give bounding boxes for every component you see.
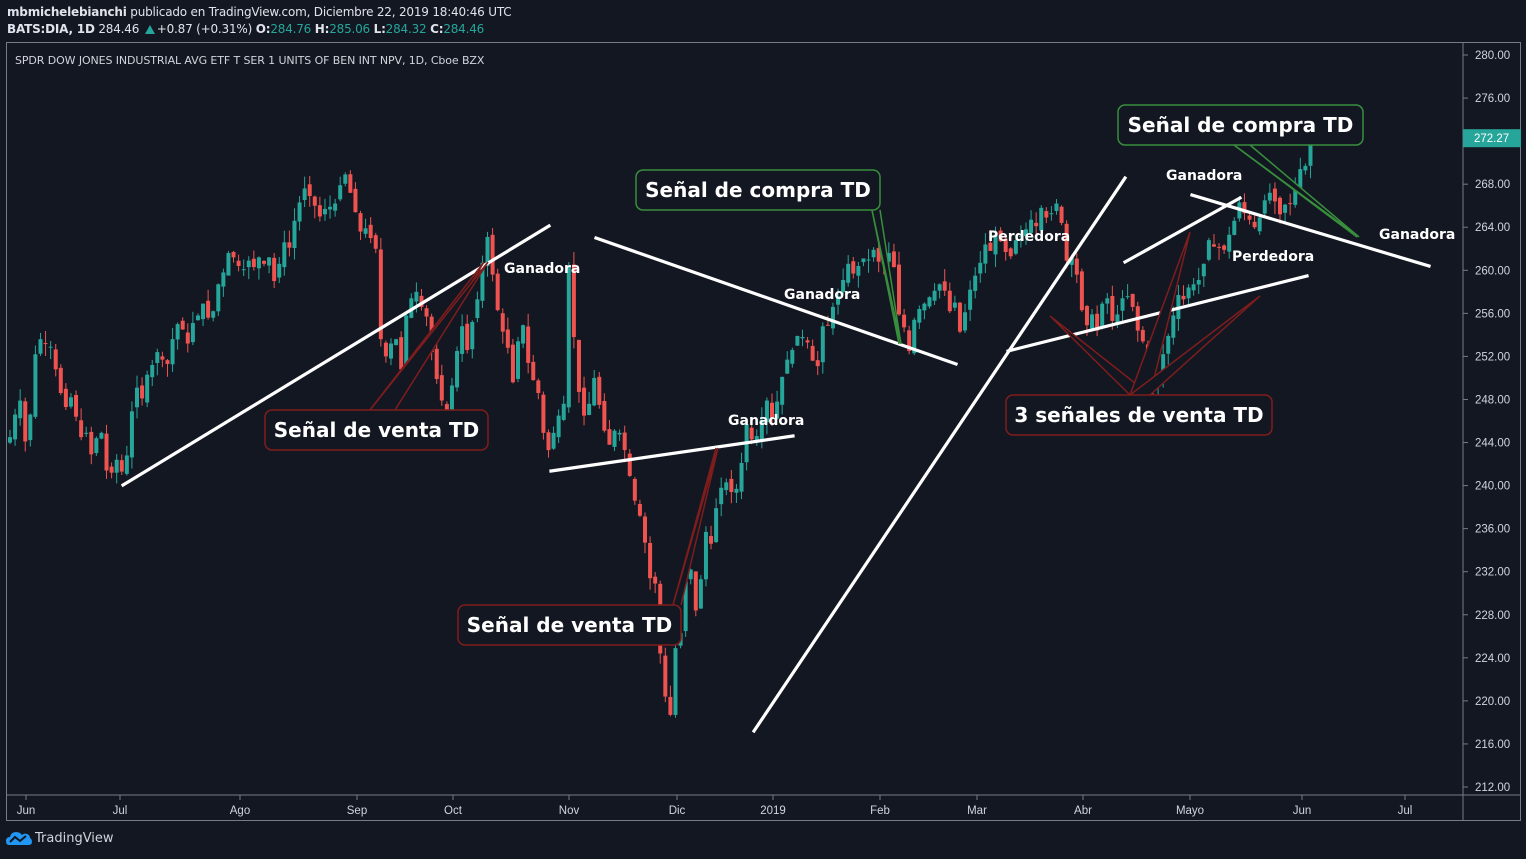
trendlines[interactable]: [120, 175, 1431, 734]
price-tick-label: 232.00: [1475, 567, 1510, 579]
price-tick-label: 240.00: [1475, 481, 1510, 493]
outcome-label: Ganadora: [728, 413, 804, 429]
outcome-label: Ganadora: [784, 287, 860, 303]
open-value: 284.76: [270, 22, 312, 36]
trendline[interactable]: [593, 235, 959, 367]
low-value: 284.32: [385, 22, 427, 36]
price-tick-label: 256.00: [1475, 308, 1510, 320]
callout-text: Señal de venta TD: [467, 613, 672, 637]
time-tick-label: Jun: [1293, 805, 1312, 817]
up-triangle-icon: [144, 25, 155, 34]
open-label: O:: [255, 22, 271, 36]
author-name[interactable]: mbmichelebianchi: [7, 5, 127, 19]
price-tick-label: 276.00: [1475, 93, 1510, 105]
trendline[interactable]: [1190, 193, 1431, 268]
current-price-tag: [1463, 129, 1521, 148]
low-label: L:: [373, 22, 386, 36]
price-tick-label: 252.00: [1475, 351, 1510, 363]
candles: [8, 119, 1333, 718]
trendline[interactable]: [751, 175, 1128, 734]
outcome-label: Ganadora: [1166, 168, 1242, 184]
price-tick-label: 248.00: [1475, 394, 1510, 406]
price-axis[interactable]: 280.00276.00272.00268.00264.00260.00256.…: [1463, 50, 1510, 794]
price-tick-label: 228.00: [1475, 610, 1510, 622]
time-tick-label: Dic: [669, 805, 686, 817]
symbol-label: BATS:DIA, 1D: [7, 22, 95, 36]
callout-text: Señal de compra TD: [645, 178, 871, 202]
price-tick-label: 264.00: [1475, 222, 1510, 234]
time-tick-label: Sep: [347, 805, 367, 817]
callout-sell[interactable]: 3 señales de venta TD: [1005, 231, 1273, 436]
price-tick-label: 236.00: [1475, 524, 1510, 536]
time-tick-label: Mar: [967, 805, 987, 817]
outcome-label: Perdedora: [1232, 249, 1314, 265]
time-tick-label: Jun: [17, 805, 36, 817]
time-tick-label: Jul: [1398, 805, 1413, 817]
trendline[interactable]: [1122, 195, 1243, 265]
brand-name: TradingView: [35, 830, 114, 846]
price-tick-label: 244.00: [1475, 438, 1510, 450]
close-label: C:: [430, 22, 444, 36]
close-value: 284.46: [443, 22, 485, 36]
price-tick-label: 220.00: [1475, 696, 1510, 708]
callout-buy[interactable]: Señal de compra TD: [635, 169, 902, 345]
price-tick-label: 268.00: [1475, 179, 1510, 191]
chart-title: SPDR DOW JONES INDUSTRIAL AVG ETF T SER …: [15, 54, 485, 67]
current-price-label: 272.27: [1474, 133, 1509, 145]
time-tick-label: Feb: [870, 805, 890, 817]
last-price: 284.46: [98, 22, 140, 36]
time-tick-label: Ago: [230, 805, 250, 817]
trendline[interactable]: [1006, 274, 1309, 353]
time-axis[interactable]: Jun Jul Ago Sep Oct Nov Dic 2019 Feb Mar Abr Mayo Ju…: [17, 795, 1413, 817]
outcome-label: Ganadora: [504, 261, 580, 277]
callout-text: Señal de compra TD: [1128, 113, 1354, 137]
symbol-ohlc-bar: BATS:DIA, 1D 284.46 +0.87 (+0.31%) O:284…: [7, 22, 484, 36]
outcome-label: Perdedora: [988, 229, 1070, 245]
publication-info: mbmichelebianchi publicado en TradingVie…: [7, 5, 512, 19]
tradingview-logo[interactable]: TradingView: [6, 830, 114, 846]
callout-text: 3 señales de venta TD: [1014, 403, 1263, 427]
price-tick-label: 280.00: [1475, 50, 1510, 62]
published-text: publicado en TradingView.com, Diciembre …: [130, 5, 512, 19]
price-tick-label: 260.00: [1475, 265, 1510, 277]
time-tick-label: Mayo: [1176, 805, 1204, 817]
high-label: H:: [314, 22, 330, 36]
price-tick-label: 216.00: [1475, 739, 1510, 751]
time-tick-label: Nov: [559, 805, 580, 817]
price-tick-label: 224.00: [1475, 653, 1510, 665]
price-change: +0.87 (+0.31%): [156, 22, 253, 36]
trendline[interactable]: [549, 434, 795, 473]
callout-buy[interactable]: Señal de compra TD: [1117, 104, 1364, 238]
time-tick-label: Jul: [113, 805, 128, 817]
chart-frame: [6, 42, 1521, 821]
time-tick-label: Oct: [444, 805, 463, 817]
callout-sell[interactable]: Señal de venta TD: [264, 261, 489, 451]
price-tick-label: 212.00: [1475, 782, 1510, 794]
callout-text: Señal de venta TD: [274, 418, 479, 442]
tradingview-cloud-icon: [6, 832, 32, 845]
time-tick-label: 2019: [760, 805, 786, 817]
outcome-label: Ganadora: [1379, 227, 1455, 243]
callout-sell[interactable]: Señal de venta TD: [457, 447, 719, 646]
high-value: 285.06: [329, 22, 370, 36]
time-tick-label: Abr: [1074, 805, 1092, 817]
